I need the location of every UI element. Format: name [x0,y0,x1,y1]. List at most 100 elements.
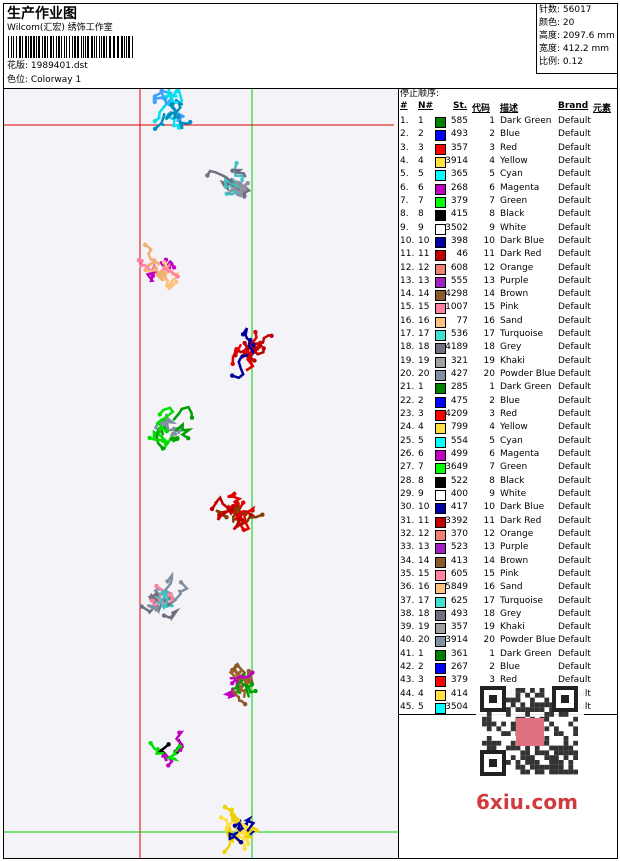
stitch-count: 4298 [445,289,468,300]
stitch-count: 357 [450,622,468,633]
stitch-dot [174,436,180,442]
stitch-count: 285 [450,382,468,393]
color-code: 8 [489,475,495,486]
row-needle: 12 [418,262,430,273]
stitch-dot [152,99,157,105]
row-index: 12. [400,262,415,273]
bar-stripe [13,36,14,58]
stitch-branch [243,815,256,831]
color-desc: Dark Blue [500,502,545,513]
stitch-dot [235,671,240,677]
stitch-dot [166,763,171,768]
qr-cell [515,692,521,698]
row-needle: 11 [418,515,430,526]
stitch-dot [249,682,255,687]
qr-cell [482,740,487,746]
color-desc: Khaki [500,355,525,366]
qr-cell [506,760,511,765]
color-code: 5 [489,435,495,446]
qr-cell [544,764,550,770]
qr-cell [573,750,578,756]
row-index: 18. [400,342,415,353]
column-header: St. [453,101,468,111]
stitch-dot [139,604,144,609]
stitch-dot [240,332,246,337]
stitch-count: 799 [450,422,468,433]
bar-stripe [113,36,115,58]
brand: Default [558,409,591,420]
color-swatch [435,170,446,182]
stitch-dot [166,742,171,747]
color-desc: Orange [500,528,534,539]
color-code: 10 [483,235,495,246]
color-code: 6 [489,182,495,193]
stitch-branch [168,435,180,443]
stitch-dot [170,431,176,437]
brand: Default [558,195,591,206]
row-index: 34. [400,555,415,566]
stitch-count: 370 [450,528,468,539]
stitch-count: 415 [450,209,468,220]
stitch-count: 365 [450,169,468,180]
qr-cell [530,688,535,693]
row-index: 23. [400,409,415,420]
stitch-branch [172,89,184,103]
color-swatch [435,303,446,315]
stitch-dot [176,114,181,119]
qr-cell [554,726,559,732]
color-swatch [435,276,446,288]
qr-cell [573,740,578,746]
stitch-branch [228,185,249,195]
qr-cell [563,736,569,741]
color-swatch [435,223,446,235]
qr-cell [568,764,574,770]
stitch-branch [247,338,259,355]
stitch-branch [231,690,247,706]
stitch-branch [245,351,255,372]
row-index: 28. [400,475,415,486]
row-index: 9. [400,222,409,233]
color-code: 4 [489,155,495,166]
bar-stripe [53,36,54,58]
qr-cell [506,731,511,736]
row-index: 37. [400,595,415,606]
qr-cell [539,764,545,770]
row-index: 22. [400,395,415,406]
qr-cell [520,764,526,770]
color-swatch [435,489,446,501]
qr-cell [515,697,521,703]
stitch-dot [160,446,166,451]
qr-cell [515,707,521,712]
color-code: 2 [489,662,495,673]
stitch-branch [229,671,254,680]
brand: Default [558,488,591,499]
bar-stripe [87,36,89,58]
qr-cell [544,697,550,703]
color-code: 15 [483,302,495,313]
stitch-count: 427 [450,369,468,380]
qr-cell [554,764,559,770]
bar-stripe [56,36,57,58]
stitch-count: 625 [450,595,468,606]
color-swatch [435,210,446,222]
brand: Default [558,155,591,166]
color-desc: Grey [500,342,522,353]
stitch-dot [253,688,258,694]
stitch-branch [219,816,235,832]
stitch-branch [174,421,194,440]
row-index: 45. [400,702,415,713]
color-code: 6 [489,449,495,459]
stitch-dot [149,598,155,603]
stitch-branch [253,342,265,356]
qr-cell [520,707,526,712]
qr-cell [486,712,492,717]
qr-cell [525,712,530,717]
bar-stripe [109,36,111,58]
color-swatch [435,556,446,568]
qr-cell [558,731,564,736]
stitch-branch [232,516,246,531]
row-index: 25. [400,435,415,446]
bar-stripe [33,36,35,58]
info-frame [536,3,618,74]
stitch-dot [229,373,235,378]
